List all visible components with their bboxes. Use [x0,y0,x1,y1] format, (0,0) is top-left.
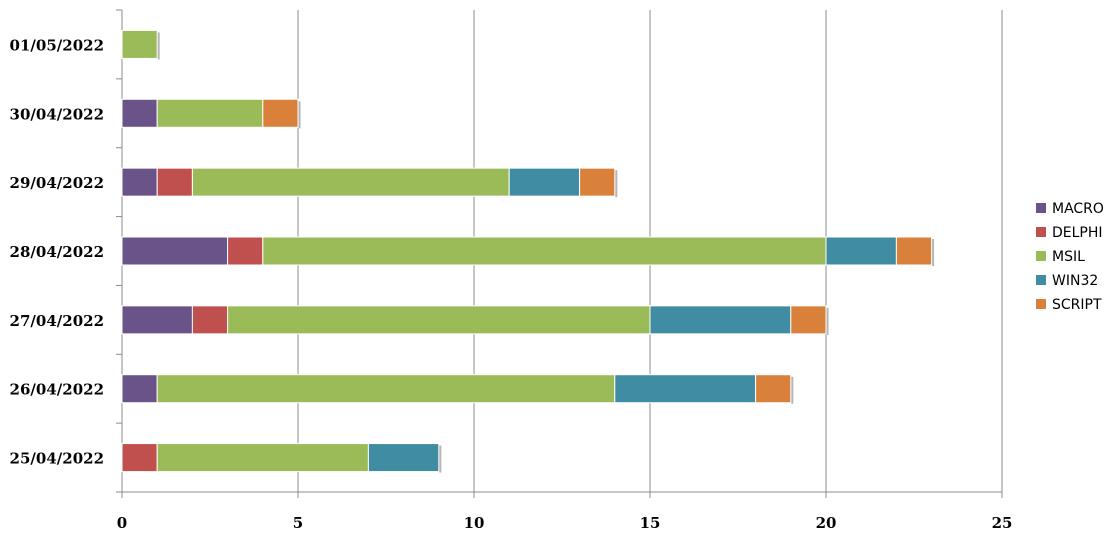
category-label-3: 28/04/2022 [10,243,104,261]
bar-segment-script-4 [790,305,827,335]
x-tick-label-4: 20 [816,514,837,532]
bar-segment-msil-0 [121,29,158,59]
x-tick-label-1: 5 [293,514,303,532]
bar-segment-script-5 [755,374,792,404]
bar-segment-msil-1 [156,98,264,128]
category-label-5: 26/04/2022 [10,381,104,399]
bar-segment-msil-6 [156,443,369,473]
category-label-6: 25/04/2022 [10,450,104,468]
legend-swatch-macro [1036,203,1046,213]
x-tick-label-2: 10 [464,514,485,532]
legend-swatch-script [1036,299,1046,309]
legend-swatch-delphi [1036,227,1046,237]
bar-segment-macro-4 [121,305,193,335]
legend-label-msil: MSIL [1052,249,1085,265]
legend-label-delphi: DELPHI [1052,225,1103,241]
bar-segment-win32-5 [614,374,757,404]
legend-swatch-win32 [1036,275,1046,285]
category-label-1: 30/04/2022 [10,105,104,123]
bar-segment-msil-4 [227,305,651,335]
bar-segment-script-2 [579,167,616,197]
bar-segment-win32-3 [825,236,897,266]
legend: MACRO DELPHI MSIL WIN32 SCRIPT [1036,201,1104,313]
category-label-0: 01/05/2022 [10,36,104,54]
bar-segment-macro-5 [121,374,158,404]
category-label-2: 29/04/2022 [10,174,104,192]
bars-layer [121,29,935,473]
bar-segment-win32-4 [649,305,792,335]
legend-label-script: SCRIPT [1052,297,1102,313]
x-tick-label-3: 15 [640,514,661,532]
legend-swatch-msil [1036,251,1046,261]
bar-segment-macro-3 [121,236,229,266]
legend-label-macro: MACRO [1052,201,1104,217]
bar-segment-delphi-6 [121,443,158,473]
bar-segment-script-1 [262,98,299,128]
bar-segment-macro-2 [121,167,158,197]
x-tick-label-0: 0 [117,514,127,532]
legend-label-win32: WIN32 [1052,273,1098,289]
bar-segment-delphi-3 [227,236,264,266]
bar-segment-win32-6 [367,443,440,473]
bar-segment-script-3 [895,236,933,266]
bar-segment-delphi-2 [156,167,193,197]
bar-segment-win32-2 [508,167,581,197]
bar-segment-msil-5 [156,374,616,404]
bar-segment-msil-2 [191,167,510,197]
labels-layer: 0 5 10 15 20 25 01/05/2022 30/04/2022 29/04/2022… [10,36,1013,532]
category-label-4: 27/04/2022 [10,312,104,330]
x-tick-label-5: 25 [992,514,1013,532]
bar-segment-macro-1 [121,98,158,128]
bar-segment-delphi-4 [191,305,229,335]
bar-segment-msil-3 [262,236,827,266]
